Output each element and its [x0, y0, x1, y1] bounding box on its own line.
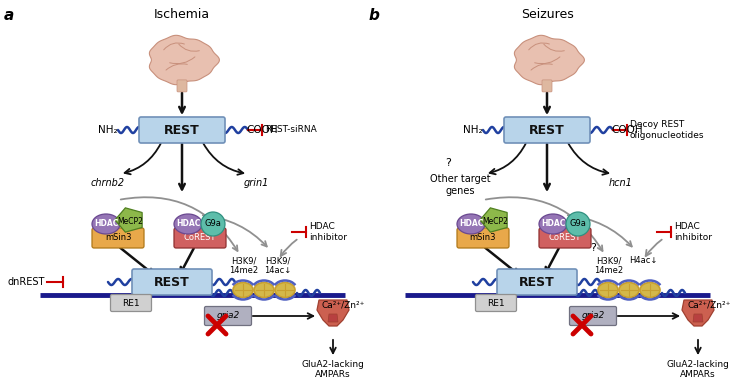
Text: ?: ?: [445, 158, 451, 168]
Text: REST: REST: [519, 275, 555, 289]
FancyBboxPatch shape: [457, 228, 509, 248]
Text: Ca²⁺/Zn²⁺: Ca²⁺/Zn²⁺: [687, 300, 730, 310]
FancyBboxPatch shape: [132, 269, 212, 295]
Text: CoREST: CoREST: [183, 234, 216, 242]
FancyBboxPatch shape: [205, 307, 251, 326]
Ellipse shape: [174, 214, 202, 234]
Circle shape: [566, 212, 590, 236]
Text: gria2: gria2: [216, 312, 240, 320]
Text: HDAC
inhibitor: HDAC inhibitor: [674, 222, 712, 242]
FancyBboxPatch shape: [539, 228, 591, 248]
Text: G9a: G9a: [205, 220, 221, 229]
FancyBboxPatch shape: [177, 80, 187, 92]
Text: Ca²⁺/Zn²⁺: Ca²⁺/Zn²⁺: [322, 300, 366, 310]
Text: RE1: RE1: [487, 298, 505, 308]
Ellipse shape: [92, 214, 120, 234]
Polygon shape: [682, 300, 714, 326]
Text: MeCP2: MeCP2: [482, 217, 508, 225]
Text: H3K9/
14me2: H3K9/ 14me2: [230, 256, 259, 275]
Polygon shape: [328, 314, 338, 322]
Text: mSin3: mSin3: [105, 234, 132, 242]
Text: RE1: RE1: [122, 298, 140, 308]
Text: HDAC: HDAC: [94, 220, 118, 229]
Text: MeCP2: MeCP2: [117, 217, 143, 225]
Text: grin1: grin1: [243, 178, 269, 188]
Ellipse shape: [598, 282, 618, 298]
FancyBboxPatch shape: [174, 228, 226, 248]
Ellipse shape: [254, 282, 274, 298]
Text: NH₂: NH₂: [463, 125, 482, 135]
Text: REST-siRNA: REST-siRNA: [265, 125, 317, 135]
Text: b: b: [369, 8, 380, 23]
Text: Other target
genes: Other target genes: [430, 174, 491, 196]
Text: H3K9/
14ac↓: H3K9/ 14ac↓: [265, 256, 292, 275]
Ellipse shape: [457, 214, 485, 234]
Ellipse shape: [275, 282, 295, 298]
FancyBboxPatch shape: [542, 80, 552, 92]
Text: HDAC: HDAC: [459, 220, 483, 229]
Text: HDAC: HDAC: [541, 220, 565, 229]
Text: COOH: COOH: [611, 125, 643, 135]
Ellipse shape: [640, 282, 660, 298]
Polygon shape: [115, 208, 142, 232]
Ellipse shape: [233, 282, 253, 298]
FancyBboxPatch shape: [139, 117, 225, 143]
Polygon shape: [515, 35, 584, 85]
Text: hcn1: hcn1: [609, 178, 633, 188]
Text: ?: ?: [590, 243, 596, 253]
Text: REST: REST: [164, 123, 200, 137]
Text: H4ac↓: H4ac↓: [629, 256, 657, 265]
Text: mSin3: mSin3: [470, 234, 496, 242]
Text: Decoy REST
oligonucleotides: Decoy REST oligonucleotides: [630, 120, 705, 140]
FancyBboxPatch shape: [475, 294, 517, 312]
Polygon shape: [480, 208, 507, 232]
Text: a: a: [4, 8, 14, 23]
Ellipse shape: [619, 282, 639, 298]
FancyBboxPatch shape: [497, 269, 577, 295]
Polygon shape: [149, 35, 219, 85]
Text: REST: REST: [154, 275, 190, 289]
Text: G9a: G9a: [569, 220, 586, 229]
Text: NH₂: NH₂: [98, 125, 118, 135]
Text: chrnb2: chrnb2: [91, 178, 125, 188]
Text: GluA2-lacking
AMPARs: GluA2-lacking AMPARs: [302, 360, 365, 379]
Text: HDAC
inhibitor: HDAC inhibitor: [309, 222, 347, 242]
FancyBboxPatch shape: [110, 294, 151, 312]
Ellipse shape: [539, 214, 567, 234]
Circle shape: [201, 212, 225, 236]
FancyBboxPatch shape: [504, 117, 590, 143]
Text: dnREST: dnREST: [7, 277, 45, 287]
FancyBboxPatch shape: [92, 228, 144, 248]
Text: Ischemia: Ischemia: [154, 8, 210, 21]
Text: H3K9/
14me2: H3K9/ 14me2: [594, 256, 624, 275]
Polygon shape: [317, 300, 349, 326]
Text: HDAC: HDAC: [176, 220, 200, 229]
FancyBboxPatch shape: [569, 307, 616, 326]
Text: COOH: COOH: [246, 125, 278, 135]
Text: REST: REST: [529, 123, 565, 137]
Text: GluA2-lacking
AMPARs: GluA2-lacking AMPARs: [667, 360, 730, 379]
Text: Seizures: Seizures: [520, 8, 573, 21]
Text: gria2: gria2: [581, 312, 605, 320]
Polygon shape: [693, 314, 703, 322]
Text: CoREST: CoREST: [549, 234, 581, 242]
